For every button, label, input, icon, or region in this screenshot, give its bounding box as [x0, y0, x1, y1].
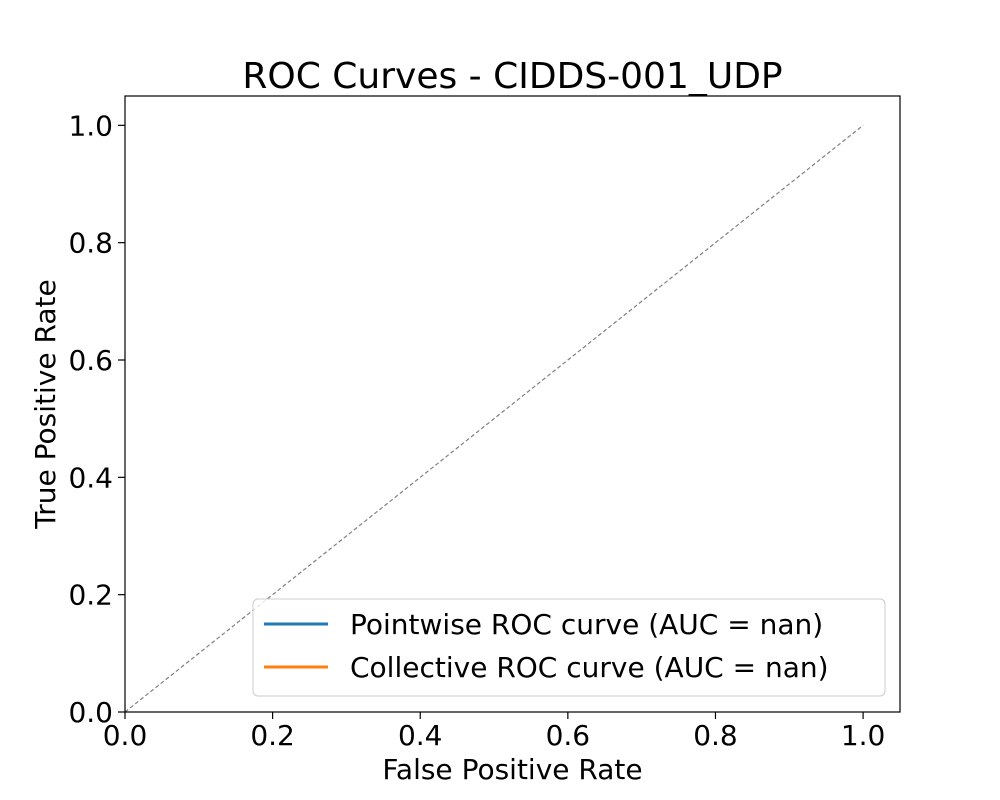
x-tick-label: 1.0: [841, 719, 886, 752]
x-tick-label: 0.0: [103, 719, 148, 752]
chart-title: ROC Curves - CIDDS-001_UDP: [242, 56, 782, 97]
axis-ticks: 0.0 0.2 0.4 0.6 0.8 1.0 0.0 0.2 0.4 0.6 0.8 1.0: [68, 109, 885, 752]
y-tick-label: 0.4: [68, 461, 113, 494]
legend-label: Pointwise ROC curve (AUC = nan): [350, 608, 823, 641]
legend-label: Collective ROC curve (AUC = nan): [350, 651, 829, 684]
y-tick-label: 0.0: [68, 696, 113, 729]
plot-area: [124, 124, 864, 713]
y-tick-label: 0.8: [68, 227, 113, 260]
y-tick-label: 0.2: [68, 579, 113, 612]
x-axis-label: False Positive Rate: [382, 753, 642, 786]
x-tick-label: 0.2: [250, 719, 295, 752]
y-axis-label: True Positive Rate: [29, 279, 62, 529]
x-tick-label: 0.4: [398, 719, 443, 752]
plot-frame: [124, 95, 901, 713]
y-tick-label: 0.6: [68, 344, 113, 377]
legend-box: [252, 598, 886, 697]
x-tick-label: 0.6: [546, 719, 591, 752]
y-tick-label: 1.0: [68, 109, 113, 142]
chance-diagonal-line: [124, 124, 864, 713]
x-tick-label: 0.8: [693, 719, 738, 752]
legend: Pointwise ROC curve (AUC = nan) Collectiv…: [252, 598, 886, 697]
